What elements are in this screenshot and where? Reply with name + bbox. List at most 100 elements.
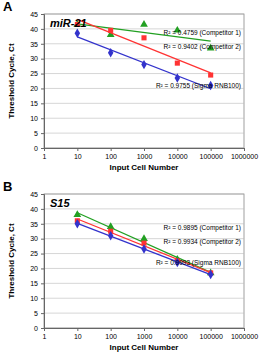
y-tick: 5 <box>34 130 44 137</box>
y-tick-mark <box>41 268 44 269</box>
annotation: R² = 0.9934 (Competitor 2) <box>164 238 242 246</box>
grid-line <box>44 298 244 299</box>
panel: A051015202530354045110100100010000100000… <box>3 0 258 172</box>
x-tick: 10000 <box>168 328 188 340</box>
x-tick: 1000 <box>137 328 153 340</box>
y-tick-label: 25 <box>30 250 38 257</box>
y-tick: 35 <box>30 41 44 48</box>
y-tick: 30 <box>30 55 44 62</box>
x-tick-label: 1000 <box>137 153 153 160</box>
annotation: R² = 0.9402 (Competitor 2) <box>164 43 242 51</box>
x-tick-mark <box>77 148 78 151</box>
x-tick-mark <box>44 148 45 151</box>
point <box>141 244 146 253</box>
y-tick-label: 5 <box>34 310 38 317</box>
y-tick-mark <box>41 44 44 45</box>
y-tick-label: 35 <box>30 41 38 48</box>
x-tick: 1 <box>43 328 47 340</box>
point <box>141 60 146 69</box>
y-tick: 5 <box>34 310 44 317</box>
y-axis-title: Threshold Cycle, Ct <box>7 43 16 118</box>
x-tick-label: 100 <box>105 153 117 160</box>
point <box>208 72 213 77</box>
y-tick-mark <box>41 29 44 30</box>
grid-line <box>44 118 244 119</box>
y-tick: 20 <box>30 265 44 272</box>
plot-frame <box>44 194 244 328</box>
x-tick: 1000000 <box>231 328 258 340</box>
y-tick-label: 20 <box>30 85 38 92</box>
grid-line <box>44 58 244 59</box>
y-tick-label: 10 <box>30 295 38 302</box>
annotation: R² = 0.9755 (Sigma RNB100) <box>156 82 241 90</box>
x-tick-mark <box>244 148 245 151</box>
y-tick: 30 <box>30 235 44 242</box>
grid-line <box>44 313 244 314</box>
y-tick: 45 <box>30 11 44 18</box>
x-tick-label: 100 <box>105 333 117 340</box>
y-tick: 0 <box>34 145 44 152</box>
grid-line <box>44 268 244 269</box>
grid-line <box>44 194 244 195</box>
y-tick-mark <box>41 59 44 60</box>
x-tick-mark <box>77 328 78 331</box>
y-tick-label: 15 <box>30 100 38 107</box>
point <box>141 35 146 40</box>
x-tick-label: 1 <box>43 333 47 340</box>
chart-title: S15 <box>50 197 70 209</box>
y-tick-mark <box>41 313 44 314</box>
x-tick-mark <box>177 328 178 331</box>
x-tick-label: 10 <box>74 333 82 340</box>
x-tick-label: 1 <box>43 153 47 160</box>
annotation: R² = 0.9993 (Sigma RNB100) <box>156 259 241 267</box>
y-tick-mark <box>41 88 44 89</box>
x-tick-mark <box>144 148 145 151</box>
x-axis: 1 10 100 1000 10000 100000 1000000 <box>43 148 259 160</box>
chart-title: miR-21 <box>50 17 87 29</box>
y-tick-mark <box>41 254 44 255</box>
x-tick-mark <box>211 328 212 331</box>
y-tick: 25 <box>30 250 44 257</box>
point <box>140 20 148 27</box>
y-tick-mark <box>41 298 44 299</box>
point <box>73 210 81 217</box>
x-axis: 1101001000100001000001000000 <box>43 328 259 340</box>
y-tick: 0 <box>34 325 44 332</box>
x-tick: 100 <box>105 148 117 160</box>
y-tick-label: 35 <box>30 221 38 228</box>
y-tick-mark <box>41 194 44 195</box>
y-tick-mark <box>41 103 44 104</box>
x-tick: 1 <box>43 148 47 160</box>
panel: B051015202530354045110100100010000100000… <box>3 179 258 352</box>
y-tick-mark <box>41 74 44 75</box>
y-tick: 40 <box>30 206 44 213</box>
x-tick-mark <box>177 148 178 151</box>
x-tick: 100000 <box>199 148 222 160</box>
x-tick-label: 1000 <box>137 333 153 340</box>
grid-line <box>44 283 244 284</box>
x-tick: 1000000 <box>231 148 258 160</box>
y-tick: 40 <box>30 26 44 33</box>
y-tick-label: 15 <box>30 280 38 287</box>
y-axis: 051015202530354045 <box>30 191 44 332</box>
point <box>107 222 115 229</box>
point <box>75 219 80 228</box>
y-tick: 25 <box>30 70 44 77</box>
x-tick-label: 10 <box>74 153 82 160</box>
x-tick-mark <box>111 328 112 331</box>
y-tick-mark <box>41 328 44 329</box>
x-tick-label: 1000000 <box>231 333 258 340</box>
grid-line <box>44 208 244 209</box>
x-axis-line <box>45 149 245 152</box>
x-tick: 100 <box>105 328 117 340</box>
y-tick-mark <box>41 148 44 149</box>
x-tick-label: 10000 <box>168 153 188 160</box>
y-tick-label: 45 <box>30 11 38 18</box>
grid-line <box>44 14 244 15</box>
y-tick-label: 40 <box>30 206 38 213</box>
y-tick-mark <box>41 133 44 134</box>
grid-line <box>44 73 244 74</box>
y-tick: 15 <box>30 280 44 287</box>
y-tick-label: 0 <box>34 145 38 152</box>
x-tick-mark <box>144 328 145 331</box>
